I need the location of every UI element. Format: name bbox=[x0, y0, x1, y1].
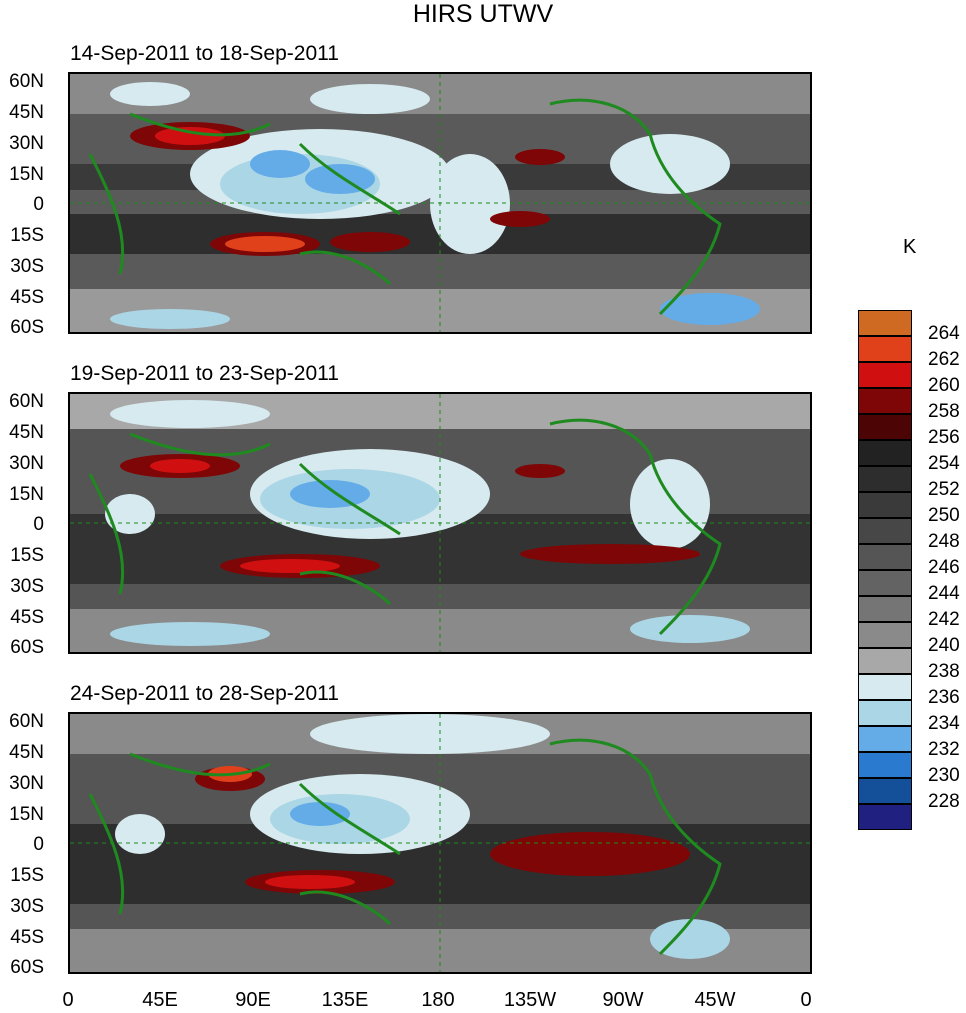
lat-tick: 0 bbox=[33, 834, 44, 855]
lat-tick: 45S bbox=[10, 287, 44, 308]
colorbar-swatch bbox=[858, 622, 912, 648]
colorbar-label: 252 bbox=[928, 479, 960, 500]
lat-tick: 45S bbox=[10, 927, 44, 948]
lat-tick: 15S bbox=[10, 545, 44, 566]
lat-tick: 45N bbox=[9, 742, 44, 763]
lat-tick: 15S bbox=[10, 865, 44, 886]
lat-tick: 30S bbox=[10, 896, 44, 917]
lat-tick: 60N bbox=[9, 391, 44, 412]
panel-3-field bbox=[70, 714, 810, 972]
colorbar-label: 230 bbox=[928, 765, 960, 786]
lat-tick: 30S bbox=[10, 576, 44, 597]
colorbar-swatch bbox=[858, 778, 912, 804]
colorbar-label: 262 bbox=[928, 349, 960, 370]
lat-tick: 15N bbox=[9, 804, 44, 825]
lat-tick: 30N bbox=[9, 133, 44, 154]
lat-tick: 60S bbox=[10, 637, 44, 658]
colorbar-swatch bbox=[858, 726, 912, 752]
lon-tick: 45W bbox=[694, 989, 736, 1011]
colorbar-label: 260 bbox=[928, 375, 960, 396]
colorbar-swatch bbox=[858, 674, 912, 700]
colorbar-swatch bbox=[858, 310, 912, 336]
lat-tick: 15N bbox=[9, 484, 44, 505]
colorbar-swatch bbox=[858, 752, 912, 778]
lat-tick: 45N bbox=[9, 102, 44, 123]
colorbar-label: 228 bbox=[928, 791, 960, 812]
lon-tick: 0 bbox=[800, 989, 812, 1011]
lon-tick: 90E bbox=[235, 989, 271, 1011]
lon-tick: 90W bbox=[602, 989, 644, 1011]
lat-tick: 0 bbox=[33, 514, 44, 535]
colorbar-label: 254 bbox=[928, 453, 960, 474]
colorbar-swatch bbox=[858, 700, 912, 726]
lat-tick: 30S bbox=[10, 256, 44, 277]
colorbar-swatch bbox=[858, 388, 912, 414]
lon-tick: 135E bbox=[321, 989, 369, 1011]
colorbar-swatch bbox=[858, 596, 912, 622]
figure-title: HIRS UTWV bbox=[412, 0, 554, 28]
lat-tick: 15N bbox=[9, 164, 44, 185]
colorbar-swatch bbox=[858, 544, 912, 570]
lat-tick: 60N bbox=[9, 711, 44, 732]
colorbar-swatch bbox=[858, 570, 912, 596]
colorbar-swatch bbox=[858, 648, 912, 674]
colorbar-label: 246 bbox=[928, 557, 960, 578]
colorbar-label: 238 bbox=[928, 661, 960, 682]
lon-tick: 180 bbox=[421, 989, 455, 1011]
lon-tick: 45E bbox=[142, 989, 178, 1011]
lat-tick: 60S bbox=[10, 957, 44, 978]
colorbar-label: 264 bbox=[928, 323, 960, 344]
panel-2-map bbox=[68, 392, 812, 654]
colorbar-swatch bbox=[858, 518, 912, 544]
colorbar-label: 240 bbox=[928, 635, 960, 656]
panel-2-title: 19-Sep-2011 to 23-Sep-2011 bbox=[70, 362, 339, 385]
colorbar-swatch bbox=[858, 466, 912, 492]
colorbar-swatch bbox=[858, 336, 912, 362]
lon-tick: 0 bbox=[62, 989, 74, 1011]
panel-1-map bbox=[68, 72, 812, 334]
lon-tick: 135W bbox=[503, 989, 557, 1011]
colorbar-swatch bbox=[858, 414, 912, 440]
panel-1-title: 14-Sep-2011 to 18-Sep-2011 bbox=[70, 42, 339, 65]
panel-2-field bbox=[70, 394, 810, 652]
colorbar-label: 242 bbox=[928, 609, 960, 630]
colorbar-label: 234 bbox=[928, 713, 960, 734]
colorbar-label: 244 bbox=[928, 583, 960, 604]
lat-tick: 45S bbox=[10, 607, 44, 628]
lat-tick: 45N bbox=[9, 422, 44, 443]
panel-1-field bbox=[70, 74, 810, 332]
colorbar-swatch bbox=[858, 362, 912, 388]
lat-tick: 15S bbox=[10, 225, 44, 246]
colorbar-label: 256 bbox=[928, 427, 960, 448]
lat-tick: 60S bbox=[10, 317, 44, 338]
colorbar-label: 236 bbox=[928, 687, 960, 708]
colorbar-unit: K bbox=[903, 236, 917, 258]
lat-tick: 0 bbox=[33, 194, 44, 215]
colorbar-label: 248 bbox=[928, 531, 960, 552]
panel-3-map bbox=[68, 712, 812, 974]
colorbar-swatch bbox=[858, 492, 912, 518]
colorbar-swatch bbox=[858, 804, 912, 830]
panel-3-title: 24-Sep-2011 to 28-Sep-2011 bbox=[70, 682, 339, 705]
colorbar-label: 258 bbox=[928, 401, 960, 422]
lat-tick: 30N bbox=[9, 773, 44, 794]
lat-tick: 60N bbox=[9, 71, 44, 92]
colorbar-label: 232 bbox=[928, 739, 960, 760]
lat-tick: 30N bbox=[9, 453, 44, 474]
colorbar-swatch bbox=[858, 440, 912, 466]
colorbar-label: 250 bbox=[928, 505, 960, 526]
